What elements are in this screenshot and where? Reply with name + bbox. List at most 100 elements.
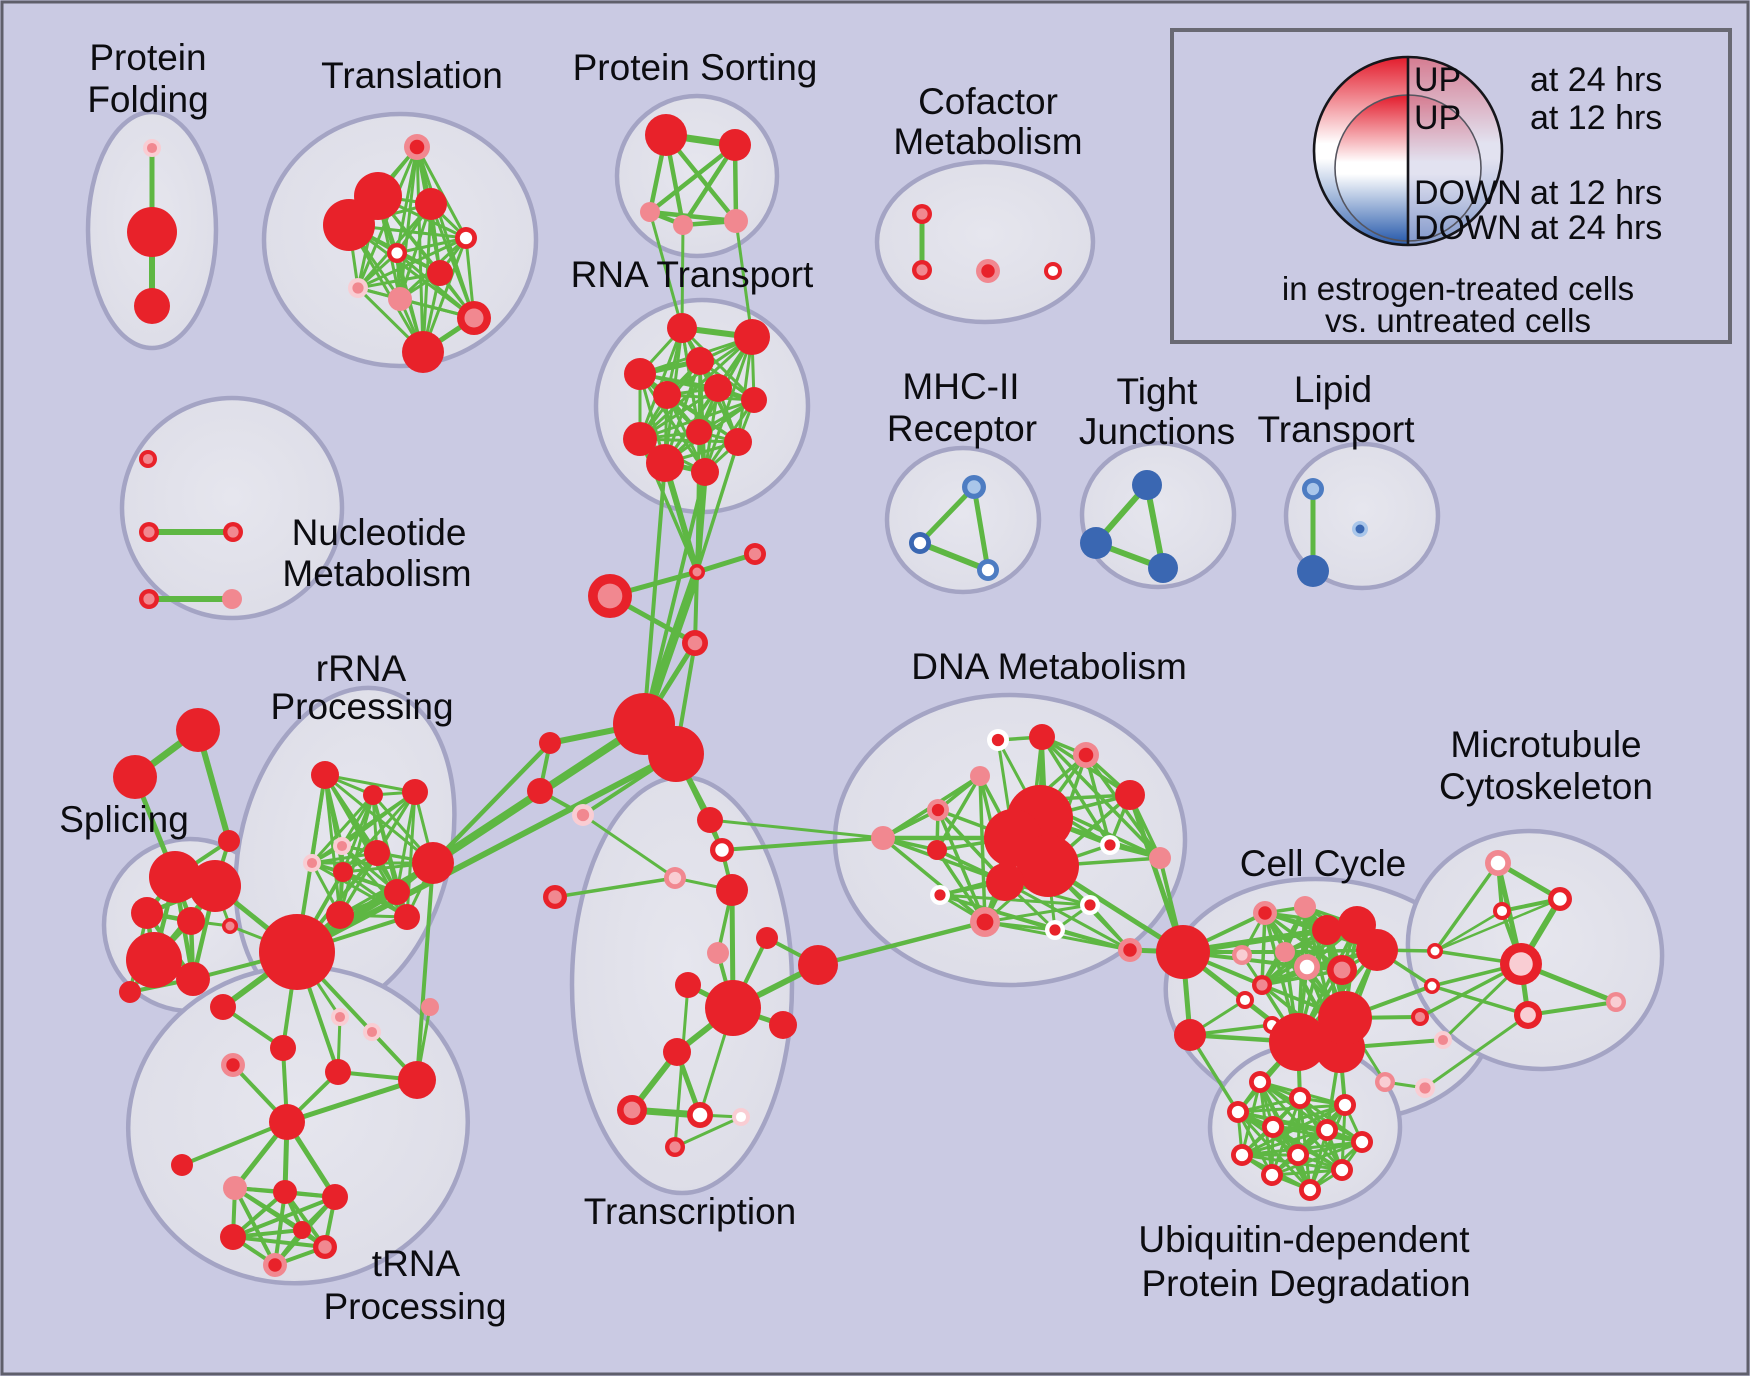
edge bbox=[708, 818, 885, 840]
cluster-nucleotide-metabolism-label-line2: Metabolism bbox=[282, 553, 471, 594]
node-core bbox=[391, 247, 403, 259]
node bbox=[543, 885, 567, 909]
node bbox=[1249, 1071, 1271, 1093]
node-ring bbox=[1275, 942, 1295, 962]
node-ring bbox=[1017, 835, 1079, 897]
node bbox=[269, 1104, 305, 1140]
node-core bbox=[1430, 946, 1440, 956]
edge bbox=[356, 271, 442, 290]
node bbox=[686, 347, 714, 375]
node-ring bbox=[270, 1035, 296, 1061]
edge bbox=[415, 861, 435, 1082]
legend-box bbox=[1170, 28, 1732, 344]
node-ring bbox=[1318, 991, 1372, 1045]
node bbox=[1073, 742, 1099, 768]
node bbox=[222, 589, 242, 609]
node bbox=[987, 729, 1009, 751]
node bbox=[210, 994, 236, 1020]
node-ring bbox=[741, 387, 767, 413]
node bbox=[223, 1176, 247, 1200]
node bbox=[977, 559, 999, 581]
edge bbox=[430, 740, 553, 866]
cluster-transcription-label-line1: Transcription bbox=[584, 1191, 796, 1232]
node bbox=[331, 1008, 349, 1026]
cluster-protein-folding-label-line1: Protein bbox=[89, 37, 206, 78]
node-ring bbox=[705, 980, 761, 1036]
node bbox=[1331, 1159, 1353, 1181]
node bbox=[1548, 887, 1572, 911]
node bbox=[143, 139, 161, 157]
node bbox=[673, 215, 693, 235]
node-layer bbox=[113, 114, 1626, 1277]
node-core bbox=[1610, 996, 1622, 1008]
node bbox=[624, 358, 656, 390]
node-core bbox=[916, 208, 928, 220]
node-core bbox=[1253, 1075, 1267, 1089]
node-core bbox=[692, 567, 702, 577]
node-ring bbox=[704, 374, 732, 402]
node bbox=[1434, 1031, 1452, 1049]
cluster-tight-junctions-label-line2: Junctions bbox=[1079, 411, 1235, 452]
node-core bbox=[1419, 1082, 1431, 1094]
node-core bbox=[318, 1240, 332, 1254]
node-core bbox=[306, 857, 318, 869]
edge bbox=[553, 876, 677, 899]
node-core bbox=[1236, 949, 1248, 961]
edge bbox=[323, 773, 417, 794]
node-core bbox=[1496, 905, 1508, 917]
edge bbox=[648, 210, 684, 330]
node bbox=[653, 381, 681, 409]
node bbox=[119, 981, 141, 1003]
cluster-microtubule-cytoskeleton-label-line1: Microtubule bbox=[1450, 724, 1641, 765]
node-ring bbox=[645, 114, 687, 156]
node bbox=[927, 799, 949, 821]
cluster-trna-processing-label-line2: Processing bbox=[323, 1286, 506, 1327]
node-ring bbox=[798, 945, 838, 985]
edge bbox=[1433, 897, 1562, 953]
node-core bbox=[143, 593, 155, 605]
edge bbox=[1430, 984, 1530, 1017]
edge bbox=[938, 893, 1092, 907]
node bbox=[1327, 955, 1357, 985]
edge bbox=[1003, 880, 1132, 952]
node-core bbox=[548, 890, 562, 904]
node bbox=[364, 840, 390, 866]
edge bbox=[1236, 1103, 1347, 1114]
node-core bbox=[913, 536, 927, 550]
node bbox=[1352, 521, 1368, 537]
node-ring bbox=[269, 1104, 305, 1140]
cluster-protein-folding-label-line2: Folding bbox=[87, 79, 208, 120]
node-ring bbox=[134, 288, 170, 324]
node bbox=[1289, 1087, 1311, 1109]
edge bbox=[815, 919, 988, 968]
node bbox=[223, 522, 243, 542]
node-ring bbox=[970, 766, 990, 786]
node-ring bbox=[667, 313, 697, 343]
node-ring bbox=[325, 1059, 351, 1085]
cluster-microtubule-cytoskeleton-label-line2: Cytoskeleton bbox=[1439, 766, 1653, 807]
node-ring bbox=[1294, 896, 1316, 918]
node bbox=[1312, 915, 1342, 945]
node bbox=[719, 129, 751, 161]
node bbox=[539, 732, 561, 754]
node-ring bbox=[756, 927, 778, 949]
node-ring bbox=[220, 1224, 246, 1250]
node-ring bbox=[322, 1184, 348, 1210]
edge bbox=[231, 1235, 327, 1249]
edge bbox=[294, 751, 679, 955]
node bbox=[415, 188, 447, 220]
node-ring bbox=[646, 444, 684, 482]
node-ring bbox=[1029, 724, 1055, 750]
edge bbox=[1423, 1013, 1530, 1090]
cluster-mhc-ii-receptor-label-line2: Receptor bbox=[887, 408, 1037, 449]
node-ring bbox=[176, 962, 210, 996]
node-core bbox=[1427, 981, 1437, 991]
node-ring bbox=[734, 319, 770, 355]
node bbox=[1149, 847, 1171, 869]
node-core bbox=[1299, 959, 1315, 975]
node-core bbox=[669, 1141, 681, 1153]
node bbox=[640, 202, 660, 222]
node-core bbox=[268, 1258, 282, 1272]
node bbox=[724, 428, 752, 456]
edge bbox=[429, 202, 476, 320]
